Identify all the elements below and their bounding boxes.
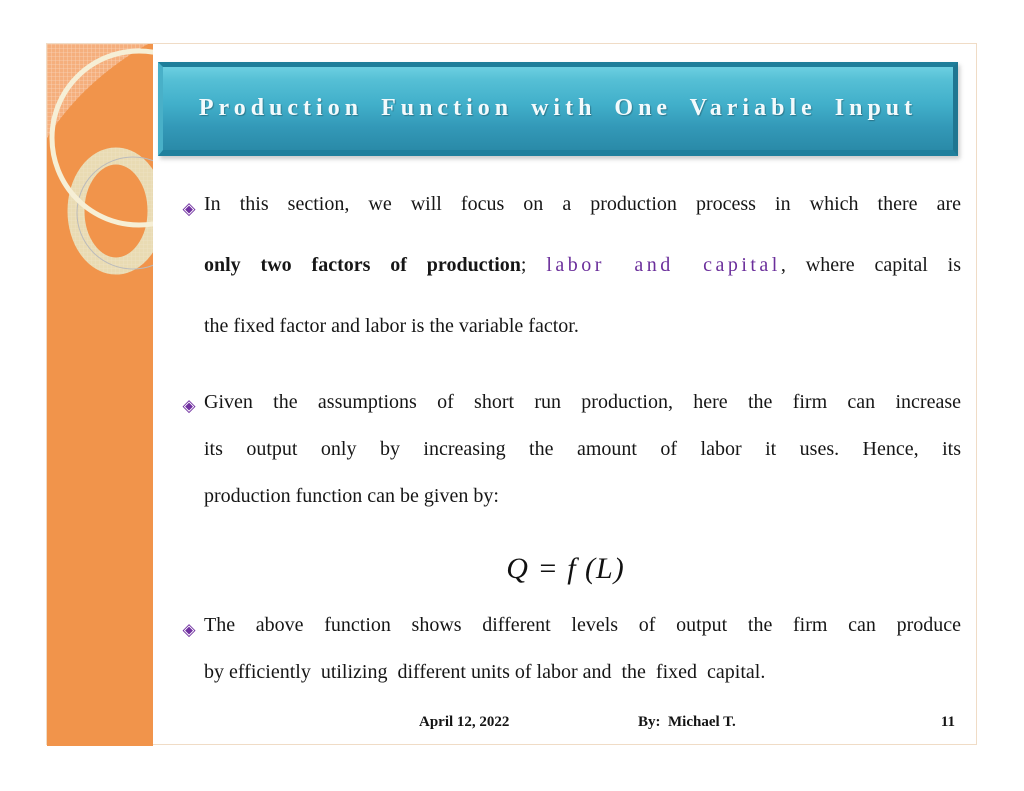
diamond-bullet-icon: ◈ <box>182 620 196 640</box>
paragraph-line: In this section, we will focus on a prod… <box>204 193 961 215</box>
paragraph-line: The above function shows different level… <box>204 614 961 636</box>
bullet-paragraph-3: ◈ The above function shows different lev… <box>179 602 961 696</box>
diamond-bullet-icon: ◈ <box>182 396 196 416</box>
formula-block: Q = f (L) <box>187 547 944 591</box>
bullet-paragraph-2: ◈ Given the assumptions of short run pro… <box>179 379 961 520</box>
sidebar-art <box>47 44 153 746</box>
paragraph-line: its output only by increasing the amount… <box>204 438 961 460</box>
footer-author: By: Michael T. <box>638 714 736 730</box>
slide-frame: Production Function with One Variable In… <box>46 43 977 746</box>
highlight-text-run: labor and capital <box>546 254 781 276</box>
sidebar-decoration <box>47 44 153 746</box>
bold-text-run: only two factors of production <box>204 254 521 276</box>
diamond-bullet-icon: ◈ <box>182 199 196 219</box>
footer-date: April 12, 2022 <box>419 714 510 730</box>
slide-title: Production Function with One Variable In… <box>198 95 918 121</box>
paragraph-line: by efficiently utilizing different units… <box>204 661 766 683</box>
paragraph-line: Given the assumptions of short run produ… <box>204 391 961 413</box>
production-function-formula: Q = f (L) <box>506 552 625 585</box>
sidebar-bar <box>47 44 153 746</box>
tail-text-run: , where capital is <box>780 254 961 276</box>
bullet-paragraph-1: ◈ In this section, we will focus on a pr… <box>179 174 961 357</box>
title-banner: Production Function with One Variable In… <box>158 62 958 156</box>
large-arc-icon <box>49 48 153 228</box>
separator-run: ; <box>520 254 547 276</box>
paragraph-line: only two factors of production; labor an… <box>204 235 961 296</box>
paragraph-line: the fixed factor and labor is the variab… <box>204 315 579 337</box>
footer-page-number: 11 <box>940 714 955 730</box>
corner-swoosh-texture <box>47 44 148 138</box>
thin-circle-icon <box>76 156 153 270</box>
paragraph-line: production function can be given by: <box>204 485 499 507</box>
